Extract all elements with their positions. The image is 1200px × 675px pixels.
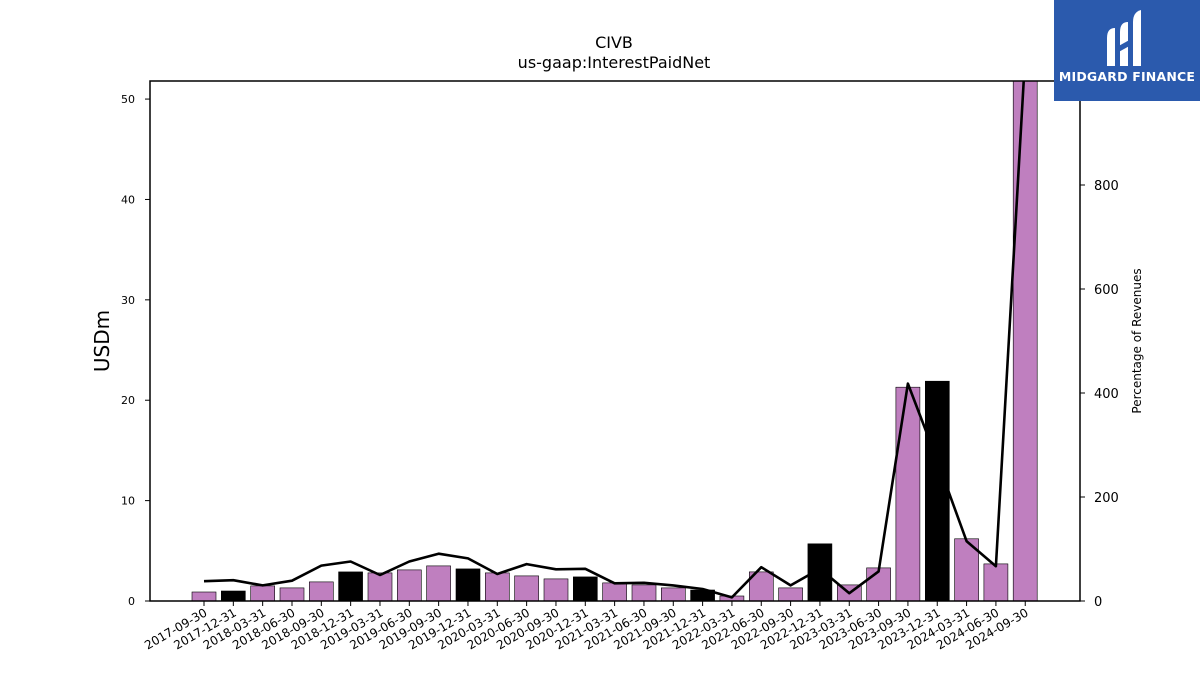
y2-tick-label: 800 [1094,179,1119,194]
bar [338,571,363,602]
bar [191,591,217,602]
bar [660,587,686,602]
bar [396,569,422,602]
logo-text: MIDGARD FINANCE [1058,69,1196,84]
bar [1012,80,1038,602]
bar [250,585,275,602]
bar [543,578,569,602]
midgard-logo-icon [1107,10,1141,66]
y2-tick-label: 0 [1094,595,1102,610]
y2-tick-label: 400 [1094,387,1119,402]
bar [983,563,1009,602]
line-path [203,81,1026,599]
bar [455,568,481,602]
bar [308,581,334,602]
bar [484,572,510,602]
y-axis-label: USDm [90,310,114,372]
y2-axis-label: Percentage of Revenues [1130,268,1144,413]
y-tick-label: 50 [121,93,135,106]
line-series [203,81,1026,599]
bar [602,582,627,602]
bar [895,386,921,602]
bar [426,565,451,602]
y-tick-label: 10 [121,495,135,508]
bar [367,572,393,602]
bar [514,575,539,602]
bar [866,567,891,602]
bar [221,590,246,602]
bar [807,543,833,602]
y-tick-label: 20 [121,394,135,407]
bar [631,584,657,602]
y-tick-label: 30 [121,294,135,307]
bar [279,587,305,602]
y2-tick-label: 600 [1094,283,1119,298]
chart-subtitle: us-gaap:InterestPaidNet [518,53,711,72]
y-tick-label: 40 [121,193,135,206]
bar [778,587,803,602]
bar [924,380,950,602]
bar [572,576,598,602]
chart-title: CIVB [595,33,633,52]
y2-tick-label: 200 [1094,491,1119,506]
y-tick-label: 0 [128,595,135,608]
bar-series [191,80,1038,602]
midgard-finance-logo: MIDGARD FINANCE [1054,0,1200,101]
